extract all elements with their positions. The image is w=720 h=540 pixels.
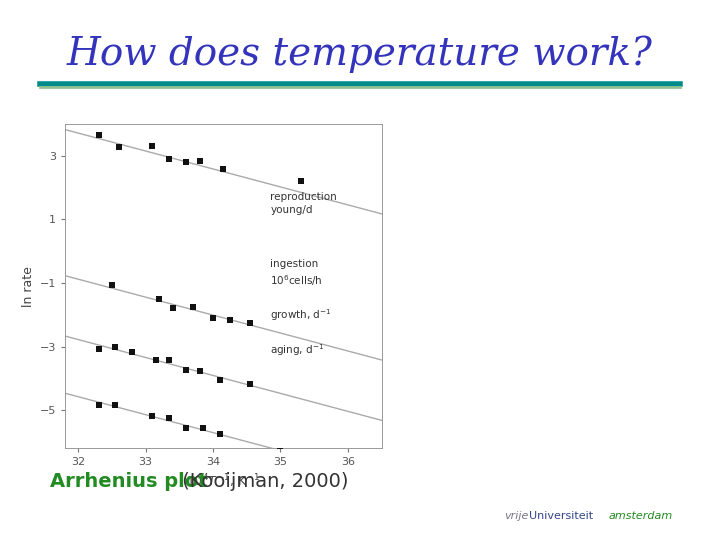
Point <box>181 424 192 433</box>
X-axis label: $10^4T^{-1}$, K$^{-1}$: $10^4T^{-1}$, K$^{-1}$ <box>186 473 260 490</box>
Point <box>93 345 104 353</box>
Point <box>217 164 229 173</box>
Text: ingestion
$10^6$cells/h: ingestion $10^6$cells/h <box>271 259 323 288</box>
Point <box>163 414 175 423</box>
Point <box>197 424 209 433</box>
Y-axis label: ln rate: ln rate <box>22 266 35 307</box>
Text: Universiteit: Universiteit <box>529 511 593 521</box>
Point <box>93 131 104 140</box>
Text: aging, d$^{-1}$: aging, d$^{-1}$ <box>271 342 325 357</box>
Point <box>127 348 138 356</box>
Text: vrije: vrije <box>504 511 528 521</box>
Point <box>109 342 121 351</box>
Point <box>194 156 205 165</box>
Point <box>109 401 121 409</box>
Point <box>214 375 225 384</box>
Text: growth, d$^{-1}$: growth, d$^{-1}$ <box>271 307 332 323</box>
Text: reproduction
young/d: reproduction young/d <box>271 192 337 215</box>
Point <box>295 177 307 186</box>
Point <box>93 400 104 409</box>
Text: Arrhenius plot: Arrhenius plot <box>50 472 208 491</box>
Point <box>275 446 287 455</box>
Point <box>214 430 225 438</box>
Point <box>181 366 192 374</box>
Point <box>153 295 165 303</box>
Point <box>207 314 219 322</box>
Point <box>181 158 192 166</box>
Text: How does temperature work?: How does temperature work? <box>67 35 653 72</box>
Text: amsterdam: amsterdam <box>608 511 672 521</box>
Point <box>194 367 205 375</box>
Point <box>167 303 179 312</box>
Point <box>150 356 161 364</box>
Point <box>312 458 323 467</box>
Point <box>147 412 158 421</box>
Point <box>147 142 158 151</box>
Text: (Kooijman, 2000): (Kooijman, 2000) <box>176 472 349 491</box>
Point <box>224 315 235 324</box>
Point <box>244 380 256 388</box>
Point <box>163 154 175 163</box>
Point <box>244 319 256 328</box>
Point <box>187 302 199 311</box>
Point <box>107 281 118 289</box>
Point <box>163 356 175 364</box>
Point <box>113 143 125 151</box>
